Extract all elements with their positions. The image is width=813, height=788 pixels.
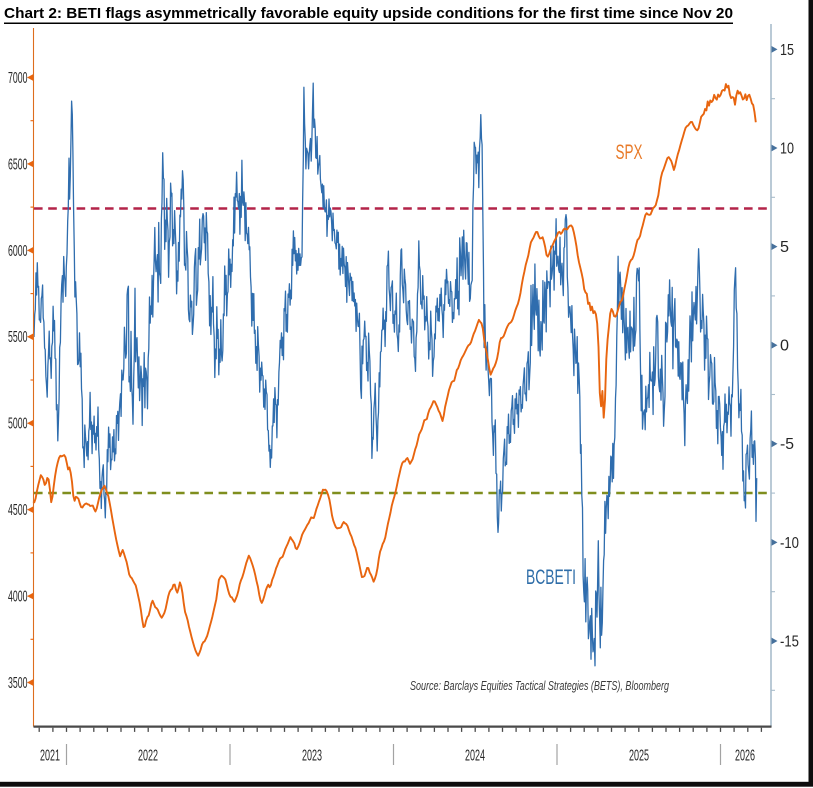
svg-text:5500: 5500 xyxy=(8,329,28,346)
svg-text:15: 15 xyxy=(780,42,794,59)
svg-text:2026: 2026 xyxy=(735,748,755,765)
svg-text:Source: Barclays Equities Tact: Source: Barclays Equities Tactical Strat… xyxy=(410,679,669,693)
svg-text:6000: 6000 xyxy=(8,243,28,260)
svg-text:2025: 2025 xyxy=(629,748,649,765)
svg-text:BCBETI: BCBETI xyxy=(526,566,576,589)
svg-text:7000: 7000 xyxy=(8,70,28,87)
svg-text:5: 5 xyxy=(780,239,789,256)
svg-text:Chart 2: BETI flags asymmetric: Chart 2: BETI flags asymmetrically favor… xyxy=(4,5,733,22)
svg-text:2022: 2022 xyxy=(138,748,158,765)
svg-text:-15: -15 xyxy=(780,633,799,650)
svg-text:3500: 3500 xyxy=(8,675,28,692)
svg-text:10: 10 xyxy=(780,140,794,157)
svg-text:4500: 4500 xyxy=(8,502,28,519)
svg-text:2024: 2024 xyxy=(465,748,485,765)
svg-text:-5: -5 xyxy=(780,436,794,453)
svg-text:SPX: SPX xyxy=(616,141,643,164)
svg-text:-10: -10 xyxy=(780,535,799,552)
svg-text:4000: 4000 xyxy=(8,589,28,606)
svg-text:2021: 2021 xyxy=(40,748,60,765)
svg-text:6500: 6500 xyxy=(8,156,28,173)
svg-text:5000: 5000 xyxy=(8,416,28,433)
svg-text:2023: 2023 xyxy=(302,748,322,765)
svg-text:0: 0 xyxy=(780,338,789,355)
